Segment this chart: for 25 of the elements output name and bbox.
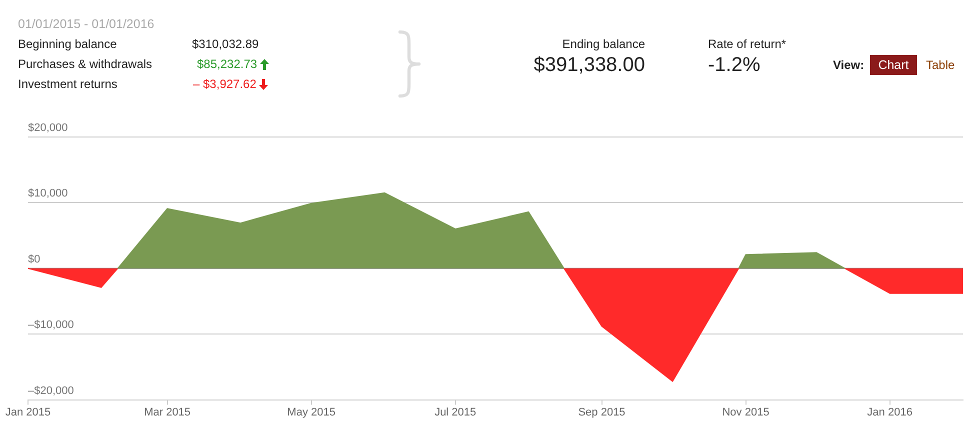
x-tick-label: Sep 2015	[578, 406, 626, 418]
text: -1.2%	[708, 53, 760, 77]
text: View:	[833, 58, 864, 72]
x-tick-label: Jul 2015	[434, 406, 476, 418]
y-tick-label: $0	[28, 253, 40, 266]
x-tick-label: Nov 2015	[722, 406, 770, 418]
x-tick-label: Mar 2015	[144, 406, 191, 418]
text: Rate of return*	[708, 37, 786, 51]
text: $391,338.00	[534, 53, 645, 77]
y-tick-label: –$10,000	[28, 319, 74, 332]
y-tick-label: $20,000	[28, 122, 68, 134]
x-tick-label: Jan 2016	[867, 406, 912, 418]
text: $85,232.73	[197, 57, 258, 71]
x-tick-label: Jan 2015	[5, 406, 51, 418]
y-tick-label: –$20,000	[28, 384, 74, 397]
y-tick-label: $10,000	[28, 188, 68, 200]
text: – $3,927.62	[193, 77, 256, 91]
text: Beginning balance	[18, 37, 117, 51]
text: $310,032.89	[192, 37, 259, 51]
chart-title: 01/01/2015 - 01/01/2016	[18, 17, 154, 32]
text: Investment returns	[18, 77, 118, 91]
text: Purchases & withdrawals	[18, 57, 152, 71]
text: Table	[926, 58, 955, 72]
x-tick-label: May 2015	[287, 406, 336, 418]
text: Ending balance	[562, 37, 645, 51]
